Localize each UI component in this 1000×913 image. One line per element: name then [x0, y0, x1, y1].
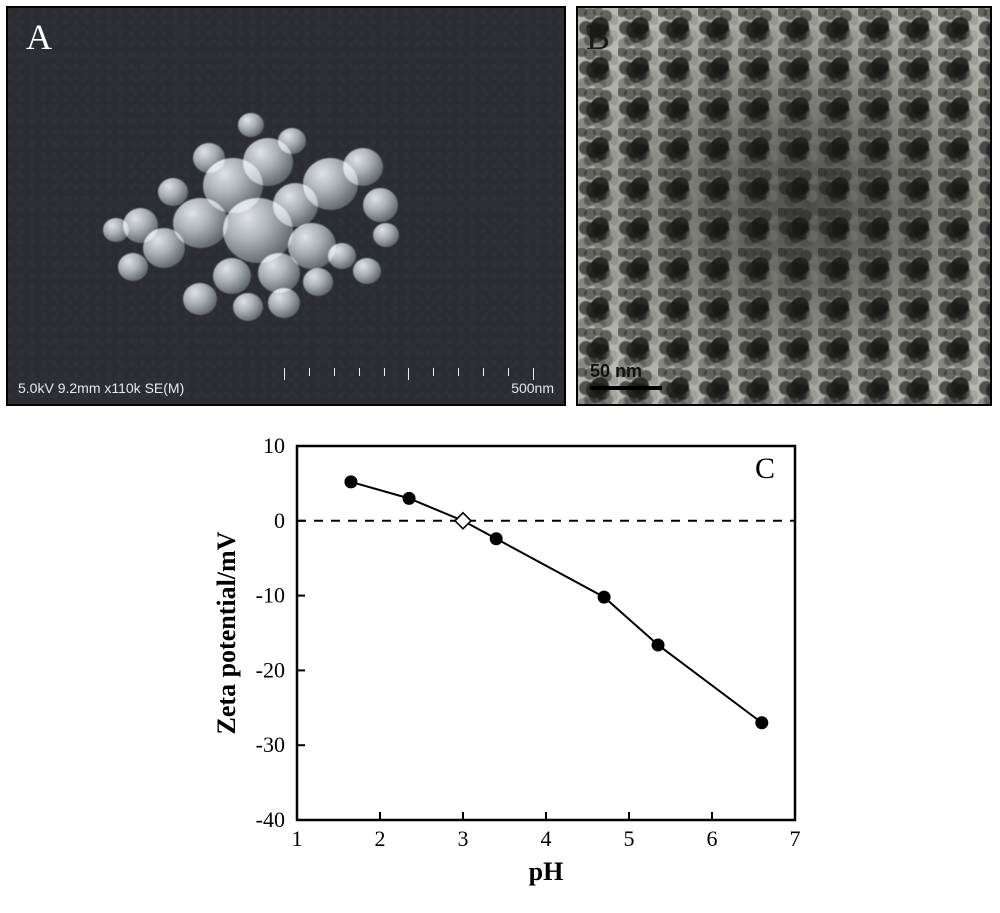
svg-text:pH: pH [529, 857, 564, 886]
panel-a-label: A [26, 16, 52, 58]
svg-text:6: 6 [707, 826, 718, 851]
sem-particle-cluster [63, 88, 463, 348]
tem-particle-cluster [578, 8, 990, 404]
svg-text:-10: -10 [256, 583, 285, 608]
svg-text:5: 5 [624, 826, 635, 851]
sem-footer: 5.0kV 9.2mm x110k SE(M) 500nm [8, 376, 564, 404]
sem-instrument-readout: 5.0kV 9.2mm x110k SE(M) [18, 380, 184, 396]
sem-scalebar-label: 500nm [511, 380, 554, 396]
svg-text:4: 4 [541, 826, 552, 851]
svg-text:C: C [755, 452, 775, 485]
svg-text:-20: -20 [256, 657, 285, 682]
sem-micrograph-panel: A [6, 6, 566, 406]
svg-text:3: 3 [458, 826, 469, 851]
chart-svg: 1 2 3 4 5 6 7 -40 -30 -20 -10 0 10 pH Zeta potential/m… [205, 428, 815, 898]
tem-micrograph-panel: B 50 nm [576, 6, 992, 406]
zeta-potential-chart: 1 2 3 4 5 6 7 -40 -30 -20 -10 0 10 pH Zeta potential/m… [205, 428, 815, 898]
svg-text:0: 0 [274, 508, 285, 533]
tem-scalebar [590, 386, 662, 390]
svg-text:7: 7 [790, 826, 801, 851]
svg-text:1: 1 [292, 826, 303, 851]
tem-scalebar-label: 50 nm [590, 361, 642, 382]
svg-text:2: 2 [375, 826, 386, 851]
svg-text:10: 10 [263, 433, 285, 458]
svg-text:-30: -30 [256, 732, 285, 757]
panel-b-label: B [586, 16, 610, 58]
svg-text:Zeta potential/mV: Zeta potential/mV [212, 531, 241, 734]
svg-text:-40: -40 [256, 807, 285, 832]
